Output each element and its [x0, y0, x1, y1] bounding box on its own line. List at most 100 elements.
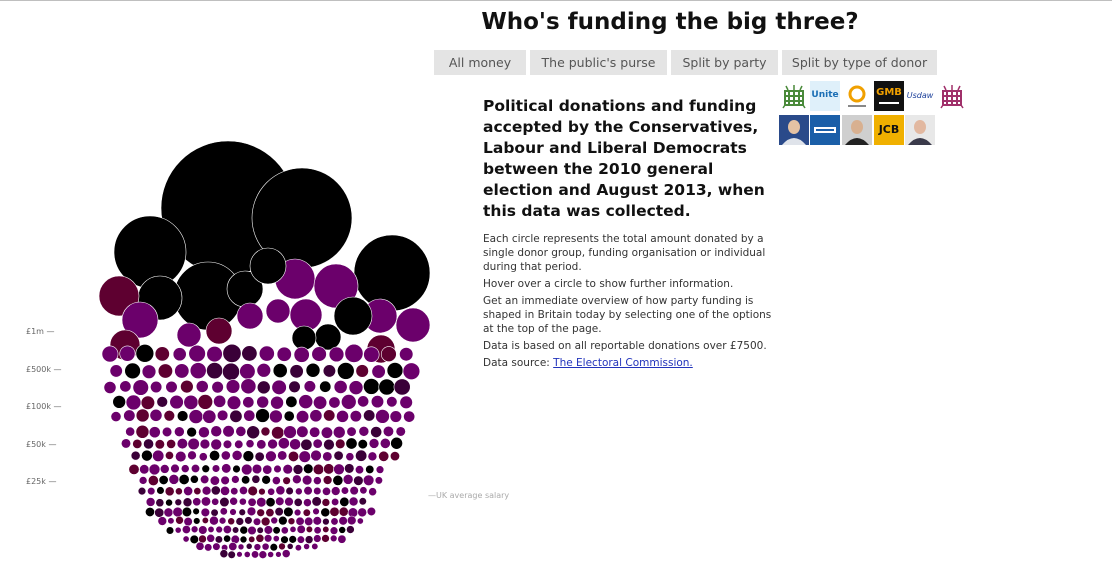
donor-bubble[interactable]: [271, 426, 285, 440]
donor-bubble[interactable]: [346, 515, 357, 526]
donor-bubble[interactable]: [247, 485, 258, 497]
gmb-logo-icon[interactable]: GMB: [874, 81, 904, 111]
donor-bubble[interactable]: [304, 535, 314, 544]
donor-bubble[interactable]: [161, 426, 173, 438]
donor-bubble[interactable]: [320, 426, 334, 439]
donor-bubble[interactable]: [256, 508, 265, 517]
donor-bubble[interactable]: [276, 346, 292, 362]
donor-bubble[interactable]: [358, 497, 367, 506]
donor-bubble[interactable]: [168, 474, 180, 485]
donor-bubble[interactable]: [333, 379, 348, 394]
donor-bubble[interactable]: [180, 464, 190, 473]
donor-bubble[interactable]: [188, 409, 204, 424]
donor-bubble[interactable]: [147, 486, 156, 496]
donor-bubble[interactable]: [166, 439, 177, 449]
donor-bubble[interactable]: [288, 380, 301, 393]
donor-bubble[interactable]: [278, 542, 286, 551]
donor-bubble[interactable]: [305, 362, 321, 378]
donor-bubble[interactable]: [141, 449, 153, 462]
union-logo-icon[interactable]: [810, 115, 840, 145]
donor-bubble[interactable]: [222, 439, 233, 449]
donor-bubble[interactable]: [291, 325, 317, 351]
donor-bubble[interactable]: [261, 542, 270, 551]
donor-bubble[interactable]: [269, 543, 278, 552]
donor-bubble[interactable]: [340, 486, 350, 495]
donor-bubble[interactable]: [375, 465, 385, 474]
donor-bubble[interactable]: [246, 506, 257, 517]
donor-bubble[interactable]: [165, 380, 178, 394]
donor-bubble[interactable]: [295, 410, 310, 424]
donor-bubble[interactable]: [328, 396, 341, 409]
donor-bubble[interactable]: [132, 379, 149, 396]
donor-bubble[interactable]: [205, 317, 233, 345]
donor-bubble[interactable]: [379, 437, 391, 449]
donor-bubble[interactable]: [267, 487, 276, 496]
donor-bubble[interactable]: [143, 438, 154, 450]
donor-bubble[interactable]: [313, 526, 322, 535]
donor-bubble[interactable]: [313, 476, 322, 485]
donor-bubble[interactable]: [190, 525, 199, 534]
donor-bubble[interactable]: [322, 486, 331, 496]
donor-bubble[interactable]: [330, 486, 341, 496]
donor-bubble[interactable]: [198, 525, 208, 535]
donor-bubble[interactable]: [312, 507, 320, 516]
donor-bubble[interactable]: [209, 450, 221, 462]
donor-bubble[interactable]: [188, 344, 206, 363]
donor-bubble[interactable]: [380, 346, 397, 363]
donor-bubble[interactable]: [256, 439, 267, 450]
donor-bubble[interactable]: [209, 515, 219, 526]
donor-bubble[interactable]: [256, 526, 264, 534]
donor-bubble[interactable]: [344, 463, 355, 474]
donor-bubble[interactable]: [159, 464, 170, 474]
donor-bubble[interactable]: [210, 508, 219, 517]
donor-bubble[interactable]: [218, 516, 227, 525]
donor-bubble[interactable]: [342, 474, 354, 485]
donor-bubble[interactable]: [286, 542, 294, 550]
electoral-commission-link[interactable]: The Electoral Commission.: [553, 357, 693, 369]
donor-bubble[interactable]: [288, 535, 297, 544]
donor-bubble[interactable]: [101, 345, 119, 363]
donor-bubble[interactable]: [231, 450, 243, 461]
donor-bubble[interactable]: [140, 395, 155, 410]
donor-bubble[interactable]: [378, 378, 396, 396]
donor-bubble[interactable]: [271, 476, 281, 485]
donor-bubble[interactable]: [374, 476, 383, 485]
donor-bubble[interactable]: [175, 450, 187, 463]
donor-bubble[interactable]: [255, 533, 265, 543]
donor-bubble[interactable]: [229, 508, 237, 516]
donor-bubble[interactable]: [176, 410, 189, 422]
usdaw-logo-icon[interactable]: Usdaw: [905, 81, 935, 111]
donor-bubble[interactable]: [258, 345, 275, 362]
donor-bubble[interactable]: [239, 525, 249, 535]
donor-portrait-2-icon[interactable]: [842, 115, 872, 145]
donor-bubble[interactable]: [311, 542, 319, 551]
donor-bubble[interactable]: [399, 347, 414, 362]
unite-logo-icon[interactable]: Unite: [810, 81, 840, 111]
donor-bubble[interactable]: [363, 409, 376, 422]
donor-bubble[interactable]: [210, 485, 221, 496]
donor-bubble[interactable]: [333, 463, 345, 476]
donor-bubble[interactable]: [215, 525, 223, 534]
donor-bubble[interactable]: [239, 486, 248, 495]
donor-bubble[interactable]: [363, 378, 380, 395]
donor-bubble[interactable]: [263, 525, 274, 535]
donor-bubble[interactable]: [261, 475, 271, 485]
donor-bubble[interactable]: [323, 463, 335, 475]
donor-bubble[interactable]: [148, 463, 161, 476]
donor-bubble[interactable]: [403, 410, 416, 423]
donor-bubble[interactable]: [241, 475, 251, 485]
donor-bubble[interactable]: [296, 524, 306, 534]
donor-bubble[interactable]: [289, 438, 302, 451]
donor-bubble[interactable]: [335, 438, 346, 450]
tab-split-by-donor-type[interactable]: Split by type of donor: [782, 50, 937, 75]
donor-bubble[interactable]: [228, 541, 238, 551]
donor-bubble[interactable]: [287, 517, 296, 525]
donor-bubble[interactable]: [296, 425, 309, 438]
donor-bubble[interactable]: [172, 506, 183, 518]
donor-bubble[interactable]: [206, 533, 216, 543]
donor-bubble[interactable]: [402, 362, 421, 380]
donor-bubble[interactable]: [357, 439, 368, 450]
donor-bubble[interactable]: [256, 363, 272, 378]
donor-bubble[interactable]: [193, 517, 201, 525]
donor-bubble[interactable]: [356, 517, 364, 525]
